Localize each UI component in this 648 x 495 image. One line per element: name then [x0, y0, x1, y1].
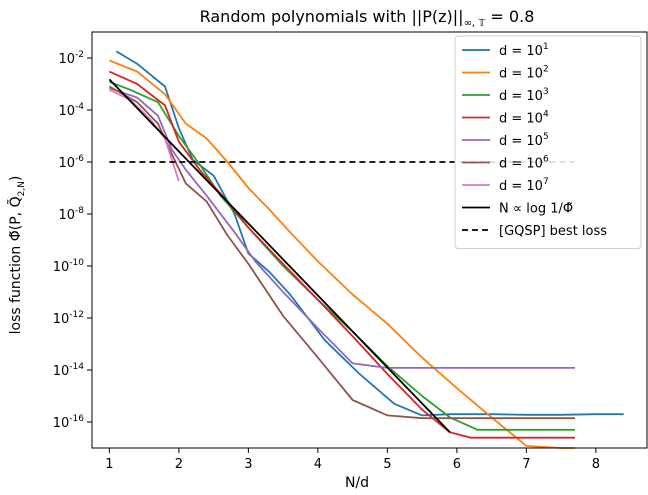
chart-title-sub: ∞, 𝕋	[464, 18, 487, 29]
legend-box	[454, 35, 642, 249]
y-axis-label-sub: 2,N	[17, 181, 27, 196]
y-tick-label: 10-12	[53, 310, 84, 327]
y-tick-label: 10-4	[58, 102, 84, 119]
x-tick-label: 4	[314, 457, 322, 472]
legend-label: d = 103	[499, 87, 549, 104]
series-line-4	[109, 70, 575, 439]
legend-label: d = 102	[499, 65, 549, 82]
legend-label: d = 104	[499, 110, 549, 127]
x-tick-label: 2	[175, 457, 183, 472]
series-line-2	[109, 59, 575, 449]
x-axis-label: N/d	[345, 475, 369, 491]
chart-title-main: Random polynomials with ||P(z)||	[200, 7, 464, 26]
y-tick-label: 10-8	[58, 206, 84, 223]
y-tick-label: 10-2	[58, 50, 84, 67]
y-axis-label-tail: )	[8, 176, 24, 181]
y-axis-label-main: loss function Φ̃(P, Q̃	[7, 196, 24, 334]
x-tick-label: 3	[244, 457, 252, 472]
y-tick-label: 10-10	[53, 258, 85, 275]
series-line-8	[108, 78, 451, 433]
legend-label: N ∝ log 1/Φ̃	[499, 202, 573, 217]
x-tick-label: 6	[453, 457, 461, 472]
series-line-1	[115, 50, 624, 417]
chart-title-tail: = 0.8	[485, 7, 534, 26]
y-tick-label: 10-16	[53, 414, 85, 431]
y-axis-ticks: 10-2 10-4 10-6 10-8 10-10 10-12 10-14 10-16	[53, 50, 92, 431]
y-tick-label: 10-14	[53, 362, 85, 379]
series-line-7	[109, 88, 180, 182]
legend-label: [GQSP] best loss	[499, 224, 607, 239]
legend-label: d = 101	[499, 42, 549, 59]
legend-label: d = 105	[499, 132, 549, 149]
x-axis-ticks: 1 2 3 4 5 6 7 8	[105, 448, 600, 472]
series-layer	[108, 50, 624, 449]
chart-title: Random polynomials with ||P(z)||∞, 𝕋 = 0…	[200, 7, 535, 29]
x-tick-label: 8	[592, 457, 600, 472]
legend-label: d = 107	[499, 177, 549, 194]
y-axis-label: loss function Φ̃(P, Q̃2,N)	[7, 176, 27, 335]
x-tick-label: 7	[522, 457, 530, 472]
x-tick-label: 5	[383, 457, 391, 472]
legend-label: d = 106	[499, 155, 549, 172]
chart-legend: d = 101 d = 102 d = 103 d = 104 d = 105 d = 1…	[454, 35, 642, 249]
x-tick-label: 1	[105, 457, 113, 472]
y-tick-label: 10-6	[58, 154, 84, 171]
plot-frame	[91, 31, 648, 449]
svg-text:Random polynomials with ||P(z): Random polynomials with ||P(z)||∞, 𝕋 = 0…	[200, 7, 535, 29]
